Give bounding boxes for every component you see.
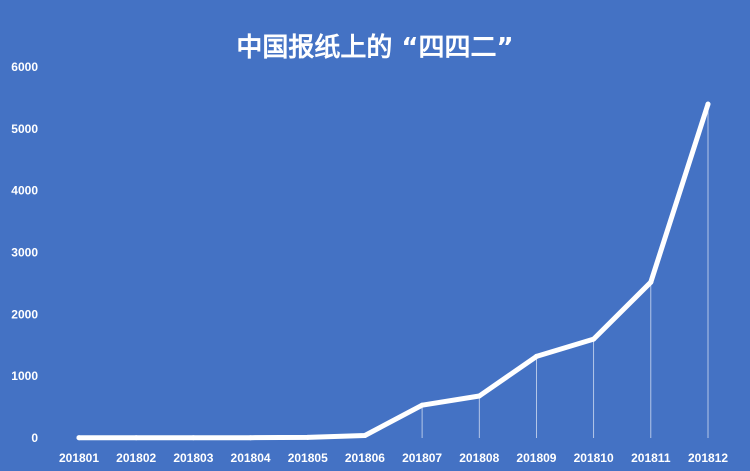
x-axis-ticks: 201801 201802 201803 201804 201805 201806 2018… [59, 451, 728, 465]
data-point [591, 336, 597, 342]
series-line [76, 101, 711, 441]
y-tick-label: 6000 [11, 60, 38, 74]
x-tick-label: 201812 [688, 451, 728, 465]
x-tick-label: 201801 [59, 451, 99, 465]
data-point [419, 402, 425, 408]
drop-lines [78, 104, 709, 438]
data-point [705, 101, 711, 107]
data-point [533, 353, 539, 359]
data-point [362, 433, 368, 439]
x-tick-label: 201802 [116, 451, 156, 465]
data-point [133, 435, 139, 441]
y-axis-ticks: 0 1000 2000 3000 4000 5000 6000 [11, 60, 38, 445]
x-tick-label: 201804 [231, 451, 271, 465]
data-point [248, 435, 254, 441]
x-tick-label: 201805 [288, 451, 328, 465]
y-tick-label: 4000 [11, 184, 38, 198]
x-tick-label: 201811 [631, 451, 671, 465]
x-tick-label: 201803 [173, 451, 213, 465]
x-tick-label: 201806 [345, 451, 385, 465]
y-tick-label: 1000 [11, 369, 38, 383]
x-tick-label: 201807 [402, 451, 442, 465]
series-group [76, 101, 711, 441]
data-point [648, 279, 654, 285]
chart-title: 中国报纸上的 “四四二” [236, 33, 514, 63]
data-point [476, 393, 482, 399]
y-tick-label: 0 [31, 431, 38, 445]
data-point [305, 434, 311, 440]
data-point [76, 435, 82, 441]
y-tick-label: 2000 [11, 307, 38, 321]
data-point [190, 435, 196, 441]
y-tick-label: 5000 [11, 122, 38, 136]
x-tick-label: 201810 [574, 451, 614, 465]
y-tick-label: 3000 [11, 246, 38, 260]
x-tick-label: 201808 [459, 451, 499, 465]
x-tick-label: 201809 [516, 451, 556, 465]
